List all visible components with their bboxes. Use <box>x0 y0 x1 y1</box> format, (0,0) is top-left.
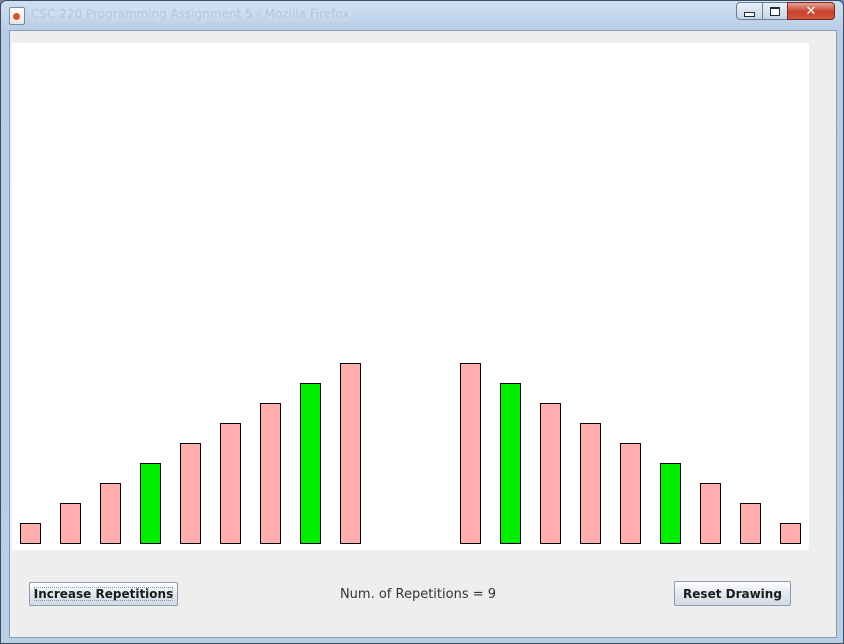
bar-9 <box>340 363 361 544</box>
bar-15 <box>580 423 601 544</box>
bar-14 <box>540 403 561 544</box>
increase-repetitions-label: Increase Repetitions <box>33 587 174 601</box>
bar-5 <box>180 443 201 544</box>
bar-2 <box>60 503 81 544</box>
reset-drawing-label: Reset Drawing <box>683 586 782 601</box>
client-area: Increase Repetitions Num. of Repetitions… <box>9 30 837 638</box>
bar-16 <box>620 443 641 544</box>
bar-1 <box>20 523 41 544</box>
title-bar[interactable]: CSC 220 Programming Assignment 5 - Mozil… <box>1 1 843 29</box>
bar-4 <box>140 463 161 544</box>
repetitions-status-label: Num. of Repetitions = <box>339 587 488 602</box>
focus-ring <box>34 587 173 601</box>
bar-17 <box>660 463 681 544</box>
close-icon: ✕ <box>805 3 817 19</box>
minimize-button[interactable] <box>736 2 763 20</box>
increase-repetitions-button[interactable]: Increase Repetitions <box>29 582 178 606</box>
bar-20 <box>780 523 801 544</box>
repetitions-status: Num. of Repetitions = 9 <box>310 587 526 602</box>
java-app-icon <box>9 7 25 25</box>
bar-13 <box>500 383 521 544</box>
bar-7 <box>260 403 281 544</box>
window-title: CSC 220 Programming Assignment 5 - Mozil… <box>31 7 350 21</box>
maximize-button[interactable] <box>762 2 788 20</box>
bar-18 <box>700 483 721 544</box>
drawing-canvas <box>12 43 809 550</box>
bar-8 <box>300 383 321 544</box>
minimize-icon <box>744 11 755 17</box>
maximize-icon <box>770 6 780 16</box>
close-button[interactable]: ✕ <box>787 2 835 20</box>
reset-drawing-button[interactable]: Reset Drawing <box>674 581 791 606</box>
bar-3 <box>100 483 121 544</box>
bar-6 <box>220 423 241 544</box>
repetitions-count: 9 <box>487 587 497 602</box>
bar-12 <box>460 363 481 544</box>
bar-19 <box>740 503 761 544</box>
